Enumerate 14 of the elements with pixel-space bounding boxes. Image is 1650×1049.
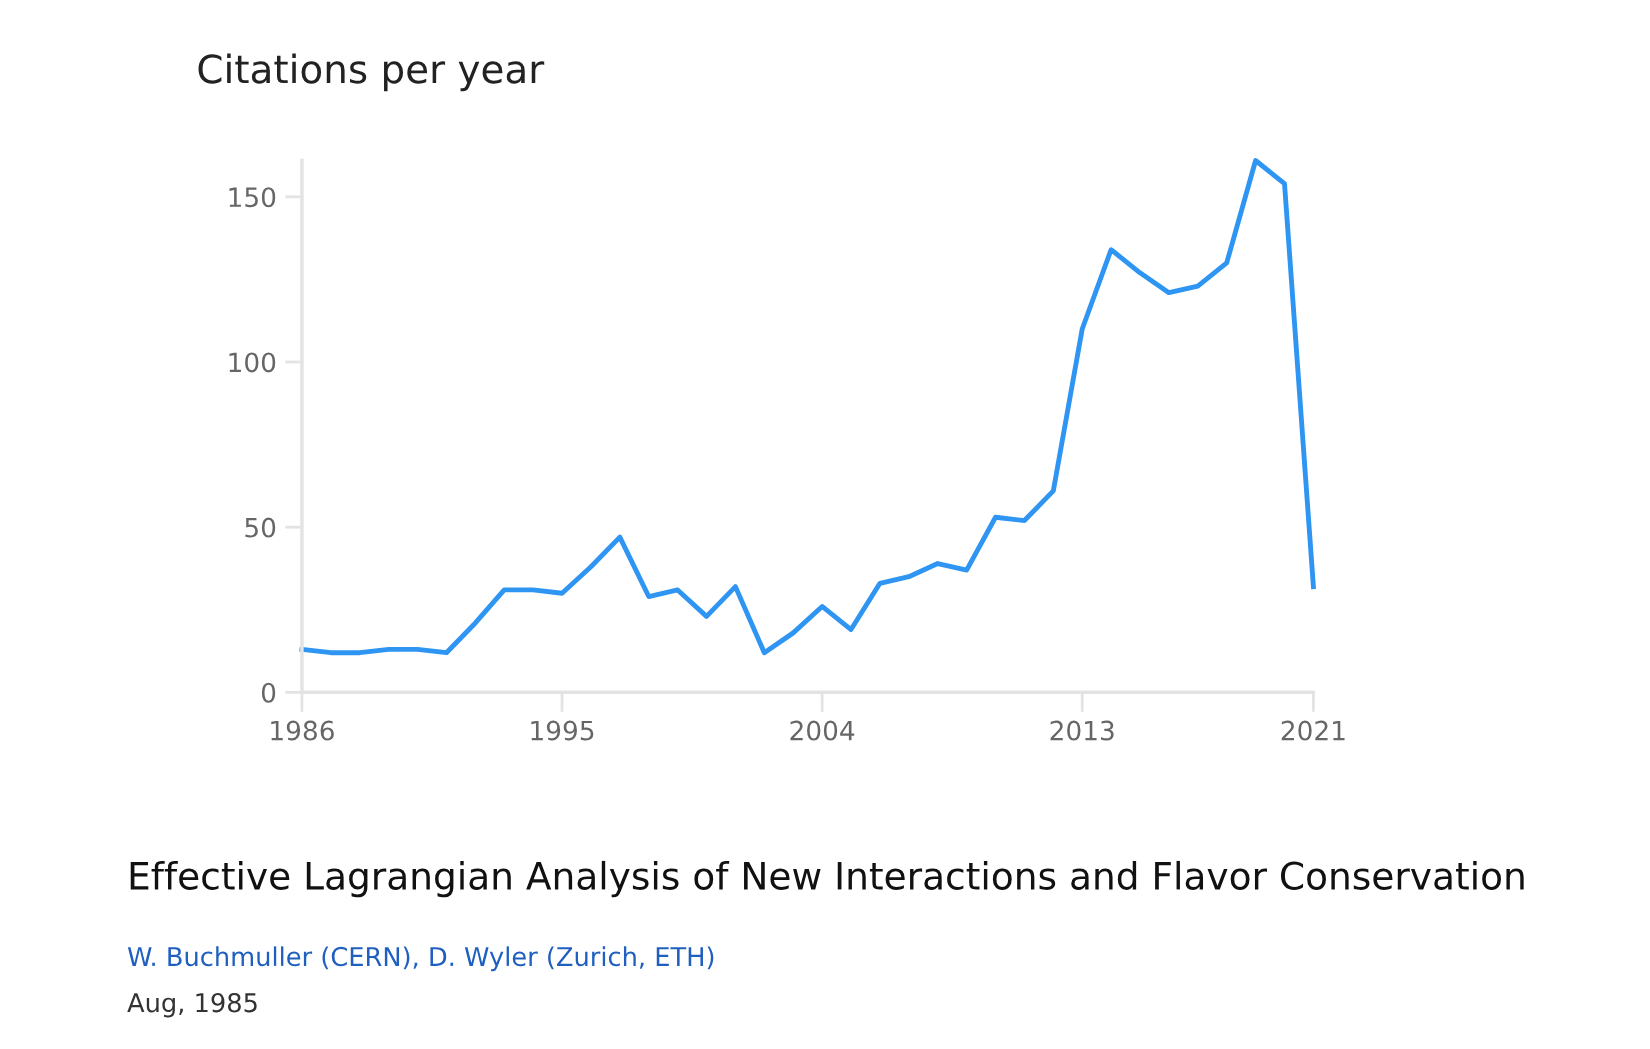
x-tick-label: 2004 xyxy=(790,720,855,741)
x-tick-label: 1986 xyxy=(271,720,334,741)
text: Effective Lagrangian Analysis of New Interactions and Flavor Conservation xyxy=(130,860,1524,898)
y-tick-label: 50 xyxy=(245,517,276,538)
x-tick-label: 1995 xyxy=(531,720,594,741)
y-tick-label: 0 xyxy=(261,682,276,703)
x-tick-label: 2013 xyxy=(1050,720,1114,741)
text: W. Buchmuller (CERN), D. Wyler (Zurich, ETH) xyxy=(127,946,714,972)
y-tick-label: 150 xyxy=(229,187,276,208)
y-tick-label: 100 xyxy=(229,352,276,373)
line-series xyxy=(299,158,1316,656)
x-tick-label: 2021 xyxy=(1281,720,1345,741)
chart-title: Citations per year xyxy=(198,53,545,92)
text: Aug, 1985 xyxy=(127,992,257,1018)
